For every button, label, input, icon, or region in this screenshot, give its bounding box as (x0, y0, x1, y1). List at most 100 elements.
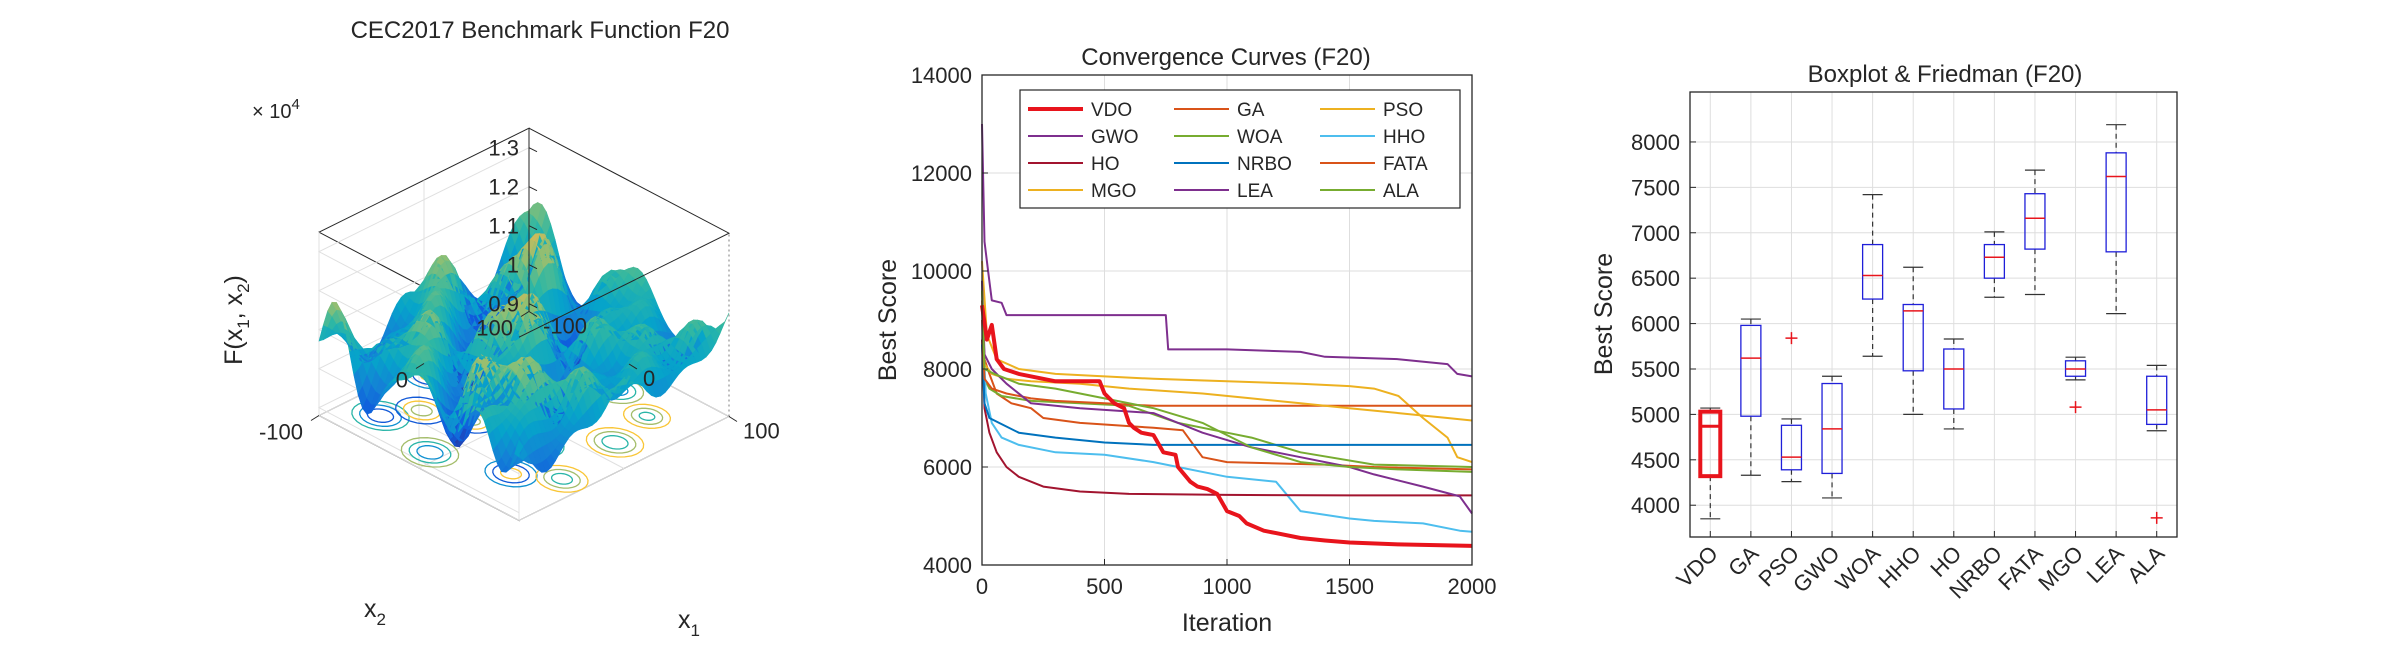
surface-x-ticks: -100 0 100 (528, 311, 780, 444)
surface-z-tick-label: 1.1 (488, 214, 519, 239)
surface-contour-ring (410, 404, 433, 417)
boxplot-iqr-box (1698, 409, 1723, 479)
surface-contour-ring (550, 472, 574, 485)
convergence-line-ga (981, 300, 1473, 471)
convergence-line-fata (981, 319, 1472, 407)
surface-y-tick-label: 0 (396, 368, 408, 393)
surface-z-tick-mark (528, 303, 538, 309)
convergence-y-tick-label: 8000 (923, 357, 972, 382)
boxplot-iqr-box (1740, 324, 1762, 417)
surface-x-tick-mark (628, 363, 638, 370)
boxplot-iqr-box (1861, 243, 1884, 300)
surface-x-tick-label: 0 (643, 366, 655, 391)
convergence-legend-label-vdo: VDO (1091, 100, 1132, 121)
convergence-panel: Convergence Curves (F20) 0 500 1000 1500 200… (874, 44, 1496, 637)
boxplot-box-pso (1780, 332, 1803, 483)
convergence-x-tick-label: 1000 (1203, 574, 1252, 599)
boxplot-y-tick-label: 8000 (1631, 130, 1680, 155)
convergence-lines (980, 123, 1473, 548)
convergence-legend-label-mgo: MGO (1091, 181, 1136, 202)
surface-z-tick-label: 0.9 (488, 292, 519, 317)
surface-y-tick-mark (520, 311, 530, 317)
surface-contour-ring (484, 459, 538, 488)
boxplot-plot-area (1690, 92, 2177, 537)
convergence-line-hho (981, 310, 1473, 533)
surface-x-label: x1 (678, 606, 700, 640)
boxplot-y-ticks: 4000 4500 5000 5500 6000 6500 7000 7500 8000 (1631, 130, 1696, 518)
convergence-x-label: Iteration (1182, 609, 1272, 637)
surface-z-tick-mark (528, 147, 538, 153)
convergence-line-pso (981, 261, 1473, 464)
convergence-line-gwo (981, 123, 1473, 378)
surface-exponent: × 104 (252, 96, 300, 123)
surface-contour-ring (593, 431, 637, 454)
convergence-legend-label-gwo: GWO (1091, 127, 1139, 148)
boxplot-y-label: Best Score (1590, 253, 1618, 375)
convergence-x-tick-label: 0 (976, 574, 988, 599)
convergence-title: Convergence Curves (F20) (1081, 44, 1370, 71)
surface-mesh-cell (719, 312, 730, 326)
boxplot-iqr-box (2105, 152, 2127, 253)
boxplot-box-ho (1943, 338, 1965, 430)
surface-mesh (318, 201, 730, 473)
surface-contour-ring (638, 411, 656, 421)
boxplot-boxes (1698, 124, 2168, 524)
boxplot-outlier (2069, 401, 2082, 414)
convergence-legend-label-fata: FATA (1383, 154, 1428, 175)
convergence-legend-label-woa: WOA (1237, 127, 1283, 148)
convergence-line-woa (981, 280, 1473, 468)
surface-z-tick-mark (528, 264, 538, 270)
surface-contour-ring (408, 441, 452, 464)
convergence-y-tick-label: 6000 (923, 455, 972, 480)
convergence-legend-label-ho: HO (1091, 154, 1120, 175)
convergence-line-vdo (980, 305, 1473, 548)
surface-x-tick-mark (528, 311, 538, 317)
convergence-line-ala (981, 290, 1473, 473)
surface-z-tick-mark (528, 186, 538, 192)
surface-y-tick-mark (415, 363, 425, 369)
surface-y-tick-label: -100 (259, 420, 303, 445)
convergence-y-label: Best Score (874, 259, 902, 381)
boxplot-box-gwo (1821, 375, 1843, 499)
boxplot-outlier (2150, 511, 2163, 524)
surface-x-tick-label: 100 (743, 419, 780, 444)
surface-front-edges (518, 127, 731, 417)
convergence-legend-label-nrbo: NRBO (1237, 154, 1292, 175)
surface-z-tick-label: 1.3 (488, 136, 519, 161)
convergence-legend-label-pso: PSO (1383, 100, 1423, 121)
boxplot-outlier (1785, 332, 1798, 345)
convergence-legend-label-ala: ALA (1383, 181, 1419, 202)
boxplot-y-tick-label: 5500 (1631, 357, 1680, 382)
surface-panel: CEC2017 Benchmark Function F20 0.9 1 1.1 1.… (220, 17, 780, 640)
boxplot-iqr-box (1780, 424, 1803, 471)
surface-contour-ring (585, 427, 645, 458)
boxplot-y-tick-label: 6500 (1631, 266, 1680, 291)
boxplot-box-ga (1740, 318, 1762, 476)
boxplot-iqr-box (2146, 375, 2168, 426)
boxplot-grid (1690, 92, 2177, 537)
surface-y-label: x2 (364, 595, 386, 629)
boxplot-box-lea (2105, 124, 2127, 315)
boxplot-box-woa (1861, 194, 1884, 357)
convergence-legend-label-ga: GA (1237, 100, 1265, 121)
surface-y-ticks: -100 0 100 (259, 311, 530, 445)
convergence-y-tick-label: 10000 (911, 259, 972, 284)
surface-title: CEC2017 Benchmark Function F20 (351, 17, 730, 44)
convergence-legend[interactable]: VDO GA PSO GWO WOA HHO HO NRBO FATA MGO LEA ALA (1019, 89, 1461, 209)
surface-y-tick-label: 100 (476, 316, 513, 341)
surface-x-tick-label: -100 (543, 314, 587, 339)
boxplot-y-tick-label: 6000 (1631, 312, 1680, 337)
convergence-line-ho (981, 339, 1472, 497)
convergence-legend-label-lea: LEA (1237, 181, 1273, 202)
boxplot-y-tick-label: 4500 (1631, 448, 1680, 473)
boxplot-box-hho (1902, 266, 1924, 415)
convergence-y-tick-label: 4000 (923, 553, 972, 578)
surface-z-label: F(x1, x2) (220, 275, 253, 365)
surface-contour-ring (622, 403, 672, 429)
boxplot-iqr-box (1983, 243, 2006, 279)
surface-contour-ring (630, 407, 664, 425)
surface-contour-ring (543, 468, 581, 489)
convergence-x-tick-label: 2000 (1448, 574, 1497, 599)
convergence-legend-box (1019, 89, 1461, 209)
